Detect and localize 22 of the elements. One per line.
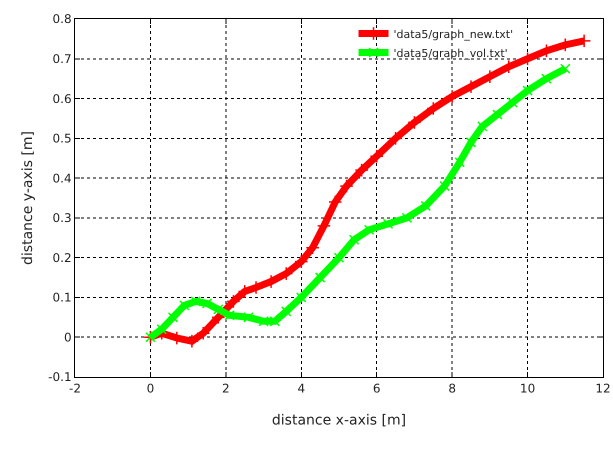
x-tick-label: 8 <box>448 381 456 396</box>
x-tick-label: 4 <box>297 381 306 396</box>
y-tick-label: 0.7 <box>52 52 72 66</box>
y-tick-label: 0 <box>64 330 72 344</box>
y-tick-label: 0.2 <box>52 250 72 265</box>
y-tick-label: 0.6 <box>52 92 72 106</box>
x-tick-label: 12 <box>595 381 611 396</box>
legend-label: 'data5/graph_new.txt' <box>394 28 514 41</box>
y-tick-label: 0.8 <box>52 12 72 26</box>
x-tick-label: 0 <box>146 381 154 396</box>
y-tick-label: 0.4 <box>52 171 72 186</box>
x-tick-label: -2 <box>69 381 81 396</box>
x-tick-label: 6 <box>372 381 381 396</box>
x-tick-label: 10 <box>520 381 536 396</box>
y-tick-label: -0.1 <box>48 370 72 384</box>
y-tick-label: 0.5 <box>52 132 72 146</box>
y-axis-title: distance y-axis [m] <box>20 131 36 265</box>
x-tick-label: 2 <box>222 381 230 396</box>
x-axis-title: distance x-axis [m] <box>272 412 406 429</box>
y-tick-label: 0.1 <box>52 290 72 305</box>
y-tick-label: 0.3 <box>52 211 72 226</box>
legend-label: 'data5/graph_vol.txt' <box>394 46 508 60</box>
